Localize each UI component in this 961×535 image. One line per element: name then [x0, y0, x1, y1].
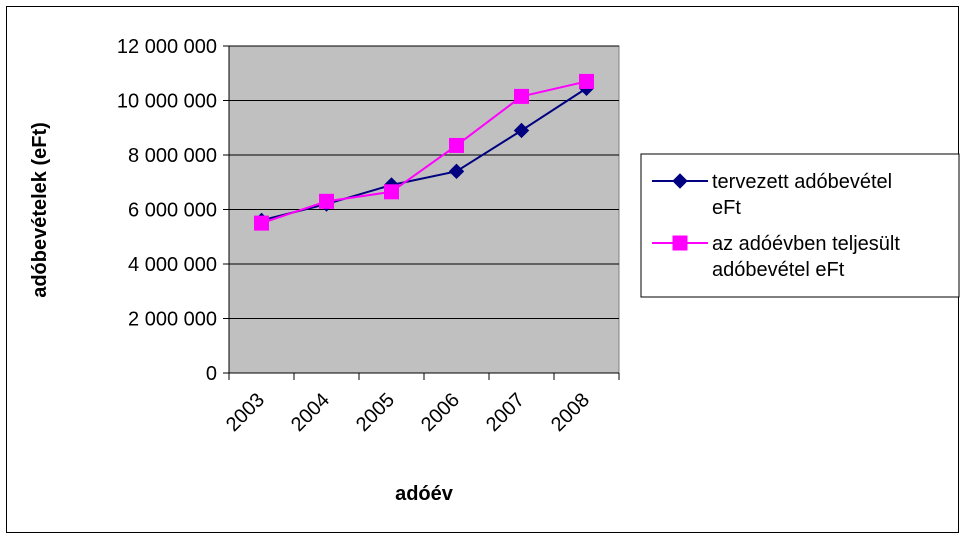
- square-marker: [319, 193, 334, 209]
- square-marker: [449, 137, 464, 153]
- legend: tervezett adóbevétel eFt az adóévben telje…: [640, 153, 960, 298]
- legend-label-2: az adóévben teljesült: [712, 233, 900, 255]
- diamond-marker: [448, 163, 465, 180]
- y-tick-label: 12 000 000: [117, 36, 217, 58]
- x-axis-title: adóév: [395, 483, 454, 505]
- series-layer: [253, 73, 595, 231]
- square-marker: [514, 88, 529, 104]
- x-tick-label: 2005: [352, 389, 399, 436]
- y-tick-label: 2 000 000: [128, 309, 217, 331]
- x-tick-label: 2008: [547, 389, 594, 436]
- x-tick-label: 2006: [417, 389, 464, 436]
- legend-label-1: eFt: [712, 197, 741, 219]
- y-tick-label: 0: [206, 363, 217, 385]
- square-marker: [254, 215, 269, 231]
- series-2: [254, 73, 594, 231]
- legend-marker-1: [672, 173, 688, 189]
- x-tick-label: 2004: [287, 389, 334, 436]
- y-axis-title: adóbevételek (eFt): [29, 122, 51, 298]
- x-tick-label: 2003: [222, 389, 269, 436]
- y-tick-label: 6 000 000: [128, 200, 217, 222]
- legend-marker-2: [672, 235, 688, 251]
- x-axis-ticks: 2003 2004 2005 2006 2007 2008: [222, 373, 620, 436]
- legend-label-2: adóbevétel eFt: [712, 259, 845, 281]
- square-marker: [384, 184, 399, 200]
- y-tick-label: 8 000 000: [128, 145, 217, 167]
- diamond-marker: [513, 122, 530, 139]
- series-line: [261, 87, 588, 222]
- legend-label-1: tervezett adóbevétel: [712, 171, 892, 193]
- y-tick-label: 4 000 000: [128, 254, 217, 276]
- y-tick-label: 10 000 000: [117, 91, 217, 113]
- series-line: [261, 80, 587, 225]
- y-axis-ticks: 0 2 000 000 4 000 000 6 000 000 8 000 000 10 …: [117, 36, 229, 385]
- legend-box: [640, 153, 960, 298]
- gridlines: [229, 45, 619, 319]
- square-marker: [579, 73, 594, 89]
- x-tick-label: 2007: [482, 389, 529, 436]
